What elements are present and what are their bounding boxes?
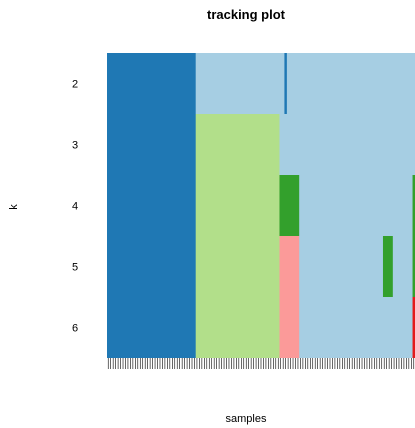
- cell-k6-seg1: [195, 297, 280, 358]
- cell-k2-seg2: [284, 53, 288, 114]
- cell-k6-seg3: [299, 297, 413, 358]
- cell-k4-seg1: [195, 175, 280, 236]
- y-tick-label-6: 6: [72, 323, 78, 335]
- y-tick-label-3: 3: [72, 140, 78, 152]
- cell-k5-seg3: [299, 236, 384, 297]
- y-tick-label-5: 5: [72, 262, 78, 274]
- cell-k4-seg0: [107, 175, 197, 236]
- cell-k2-seg1: [195, 53, 285, 114]
- y-tick-labels: 2 3 4 5 6: [72, 79, 78, 335]
- cell-k5-seg0: [107, 236, 197, 297]
- cell-k3-seg2: [279, 114, 415, 175]
- cell-k2-seg0: [107, 53, 197, 114]
- cell-k5-seg2: [279, 236, 300, 297]
- cell-k4-seg3: [299, 175, 413, 236]
- cell-k2-seg3: [286, 53, 415, 114]
- cell-k4-seg4: [412, 175, 415, 236]
- y-tick-label-4: 4: [72, 201, 78, 213]
- cell-k3-seg0: [107, 114, 197, 175]
- y-tick-label-2: 2: [72, 79, 78, 91]
- cell-k6-seg0: [107, 297, 197, 358]
- cell-k3-seg1: [195, 114, 280, 175]
- sample-ticks: [107, 358, 415, 369]
- heatmap-cells: [107, 53, 415, 358]
- cell-k5-seg6: [412, 236, 415, 297]
- x-axis-label: samples: [226, 413, 267, 425]
- cell-k5-seg5: [392, 236, 413, 297]
- chart-title: tracking plot: [207, 7, 286, 22]
- cell-k4-seg2: [279, 175, 300, 236]
- y-axis-label: k: [8, 204, 20, 210]
- cell-k6-seg2: [279, 297, 300, 358]
- cell-k5-seg4: [382, 236, 394, 297]
- cell-k6-seg4: [412, 297, 415, 358]
- cell-k5-seg1: [195, 236, 280, 297]
